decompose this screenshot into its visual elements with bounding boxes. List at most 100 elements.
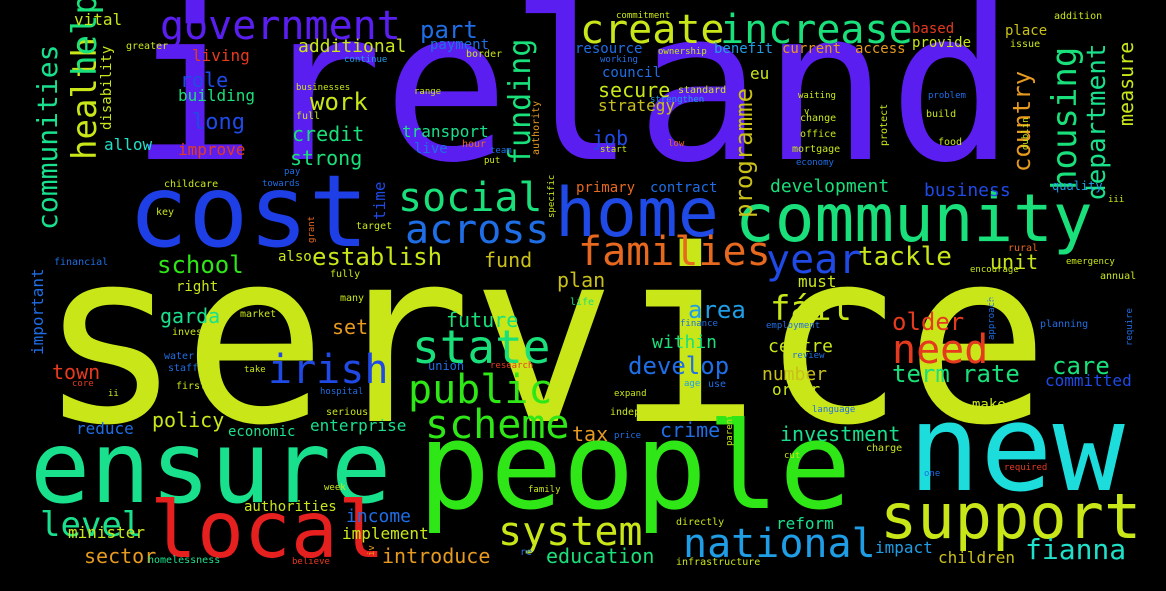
- word-service: service: [38, 198, 1050, 478]
- word-small: strengthen: [650, 95, 705, 105]
- word-older: older: [892, 308, 965, 336]
- word-local: local: [150, 486, 385, 576]
- word-home: home: [555, 174, 719, 253]
- word-communities: communities: [31, 44, 64, 230]
- word-disability: disability: [99, 45, 115, 130]
- word-small: office: [800, 129, 837, 140]
- word-income: income: [346, 506, 412, 527]
- word-small: full: [296, 111, 321, 122]
- word-programme: programme: [730, 87, 758, 218]
- word-small: union: [428, 359, 465, 373]
- word-small: charge: [866, 443, 903, 454]
- word-sector: sector: [84, 544, 157, 568]
- word-small: put: [484, 156, 501, 166]
- word-allow: allow: [104, 135, 153, 154]
- word-children: children: [938, 548, 1016, 567]
- word-within: within: [652, 332, 718, 353]
- word-future: future: [446, 308, 519, 332]
- word-small: fully: [330, 269, 361, 280]
- word-rate: rate: [962, 360, 1020, 388]
- word-small: commitment: [616, 11, 671, 21]
- word-strong: strong: [290, 146, 363, 170]
- word-benefit: benefit: [714, 41, 774, 57]
- word-fail: fáil: [770, 289, 852, 329]
- word-small: life: [570, 297, 595, 308]
- word-resource: resource: [575, 41, 643, 57]
- word-small: language: [812, 405, 856, 415]
- word-small: staff: [168, 363, 199, 374]
- word-families: families: [578, 229, 771, 275]
- word-small: water: [164, 351, 195, 362]
- word-additional: additional: [298, 36, 407, 57]
- word-education: education: [546, 544, 655, 568]
- word-housing: housing: [1045, 46, 1085, 190]
- word-development: development: [770, 176, 890, 197]
- word-small: key: [156, 207, 175, 218]
- word-town: town: [52, 360, 101, 384]
- word-small: iv: [367, 545, 377, 556]
- word-set: set: [332, 315, 369, 339]
- word-small: homelessness: [148, 555, 221, 566]
- word-quality: quality: [1052, 179, 1103, 193]
- word-small: childcare: [164, 179, 219, 190]
- word-must: must: [798, 272, 837, 291]
- word-investment: investment: [780, 422, 901, 446]
- word-small: rural: [1008, 243, 1039, 254]
- word-small: re: [520, 547, 533, 558]
- word-part: part: [420, 16, 478, 44]
- word-implement: implement: [342, 524, 429, 543]
- word-reduce: reduce: [76, 419, 134, 438]
- word-small: serious: [326, 407, 369, 418]
- word-economic: economic: [228, 424, 296, 440]
- word-small: finance: [680, 319, 718, 329]
- word-ensure: ensure: [30, 409, 392, 526]
- word-small: core: [72, 379, 94, 389]
- word-plan: plan: [557, 268, 606, 292]
- word-long: long: [192, 110, 245, 135]
- word-small: border: [466, 49, 503, 60]
- word-small: believe: [292, 557, 330, 567]
- word-small: hospital: [320, 387, 364, 397]
- word-transport: transport: [402, 122, 489, 141]
- word-small: towards: [262, 179, 300, 189]
- word-small: market: [240, 309, 277, 320]
- word-access: access: [855, 41, 906, 57]
- word-system: system: [498, 509, 643, 555]
- word-eu: eu: [750, 64, 770, 83]
- word-school: school: [157, 251, 244, 279]
- word-small: addition: [1054, 11, 1103, 22]
- word-small: build: [926, 109, 957, 120]
- word-crime: crime: [660, 418, 721, 442]
- word-provide: provide: [912, 35, 972, 51]
- word-small: protect: [879, 103, 890, 146]
- word-unit: unit: [990, 250, 1039, 274]
- word-policy: policy: [152, 408, 225, 432]
- word-small: low: [668, 139, 685, 149]
- word-reform: reform: [776, 514, 834, 533]
- word-small: first: [176, 381, 207, 392]
- word-committed: committed: [1045, 371, 1132, 390]
- word-job: job: [592, 126, 629, 150]
- word-work: work: [310, 88, 368, 116]
- word-ireland: ireland: [130, 0, 1016, 209]
- word-across: across: [405, 207, 550, 253]
- word-small: research: [490, 361, 534, 371]
- word-small: annual: [1100, 271, 1137, 282]
- word-centre: centre: [768, 336, 834, 357]
- word-small: required: [1004, 463, 1048, 473]
- word-small: family: [528, 485, 561, 495]
- word-small: take: [244, 365, 266, 375]
- word-small: start: [600, 145, 628, 155]
- word-small: use: [708, 379, 727, 390]
- word-create: create: [580, 7, 725, 53]
- word-vital: vital: [74, 10, 123, 29]
- word-authorities: authorities: [244, 499, 337, 515]
- word-small: review: [792, 351, 825, 361]
- word-establish: establish: [312, 243, 443, 271]
- word-community: community: [735, 180, 1093, 257]
- word-small: ownership: [658, 47, 707, 57]
- word-small: greater: [126, 41, 169, 52]
- word-new: new: [908, 380, 1125, 519]
- word-year: year: [766, 237, 863, 283]
